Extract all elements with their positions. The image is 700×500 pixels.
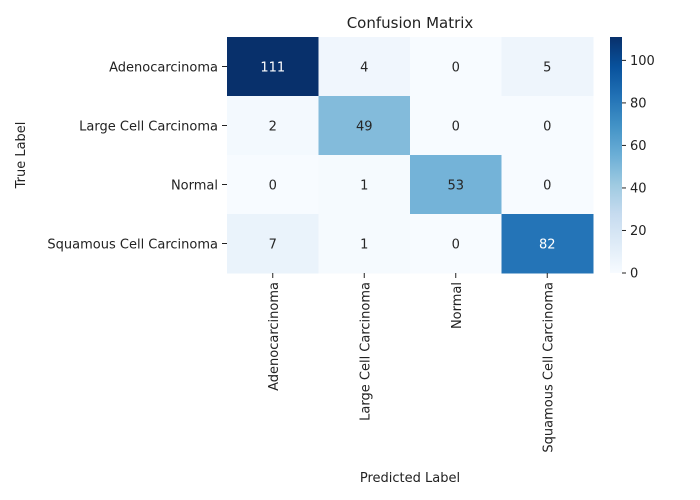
cell-value-label: 1: [360, 179, 368, 194]
colorbar-tick-label: 80: [630, 96, 647, 111]
heatmap-cell: [318, 96, 411, 156]
cell-value-label: 0: [452, 61, 460, 76]
colorbar-tick-label: 100: [630, 54, 655, 69]
column-tick-label: Normal: [450, 282, 465, 329]
cell-value-label: 0: [452, 238, 460, 253]
row-tick-label: Normal: [171, 179, 218, 194]
column-tick-label: Large Cell Carcinoma: [358, 282, 373, 421]
cell-value-label: 4: [360, 61, 368, 76]
row-tick-label: Squamous Cell Carcinoma: [47, 238, 218, 253]
heatmap-cell: [318, 155, 411, 215]
cell-value-label: 111: [260, 61, 285, 76]
y-axis-label: True Label: [14, 122, 29, 190]
heatmap-cell: [410, 155, 502, 215]
heatmap-cell: [501, 214, 594, 274]
colorbar-tick-label: 40: [630, 181, 647, 196]
row-tick-labels: Adenocarcinoma Large Cell Carcinoma Normal…: [47, 61, 227, 253]
cell-value-label: 53: [447, 179, 464, 194]
column-tick-label: Adenocarcinoma: [267, 282, 282, 391]
colorbar-gradient: [610, 37, 622, 273]
heatmap-cell: [410, 96, 502, 156]
chart-title: Confusion Matrix: [347, 14, 474, 32]
cell-value-label: 5: [543, 61, 551, 76]
heatmap-cell: [227, 155, 319, 215]
colorbar-tick-label: 20: [630, 224, 647, 239]
cell-value-label: 49: [356, 120, 373, 135]
cell-value-label: 0: [452, 120, 460, 135]
colorbar-tick-label: 60: [630, 139, 647, 154]
colorbar: 0 20 40 60 80 100: [610, 37, 655, 282]
heatmap-cell: [501, 96, 594, 156]
heatmap-cell: [410, 214, 502, 274]
heatmap-cell: [501, 37, 594, 97]
column-tick-labels: Adenocarcinoma Large Cell Carcinoma Normal…: [267, 273, 556, 453]
cell-value-label: 2: [269, 120, 277, 135]
cell-value-label: 0: [543, 179, 551, 194]
cell-value-label: 1: [360, 238, 368, 253]
row-tick-label: Large Cell Carcinoma: [79, 120, 218, 135]
heatmap-cell: [410, 37, 502, 97]
row-tick-label: Adenocarcinoma: [109, 61, 218, 76]
x-axis-label: Predicted Label: [360, 471, 460, 486]
colorbar-tick-label: 0: [630, 267, 638, 282]
column-tick-label: Squamous Cell Carcinoma: [541, 282, 556, 453]
heatmap-cell: [318, 214, 411, 274]
cell-value-label: 82: [539, 238, 556, 253]
heatmap-cell: [227, 37, 319, 97]
cell-value-label: 7: [269, 238, 277, 253]
heatmap-grid: 111 4 0 5 2 49 0 0 0 1 53 0 7 1 0 82: [227, 37, 594, 274]
heatmap-cell: [227, 96, 319, 156]
heatmap-cell: [227, 214, 319, 274]
heatmap-cell: [501, 155, 594, 215]
heatmap-cell: [318, 37, 411, 97]
cell-value-label: 0: [269, 179, 277, 194]
cell-value-label: 0: [543, 120, 551, 135]
